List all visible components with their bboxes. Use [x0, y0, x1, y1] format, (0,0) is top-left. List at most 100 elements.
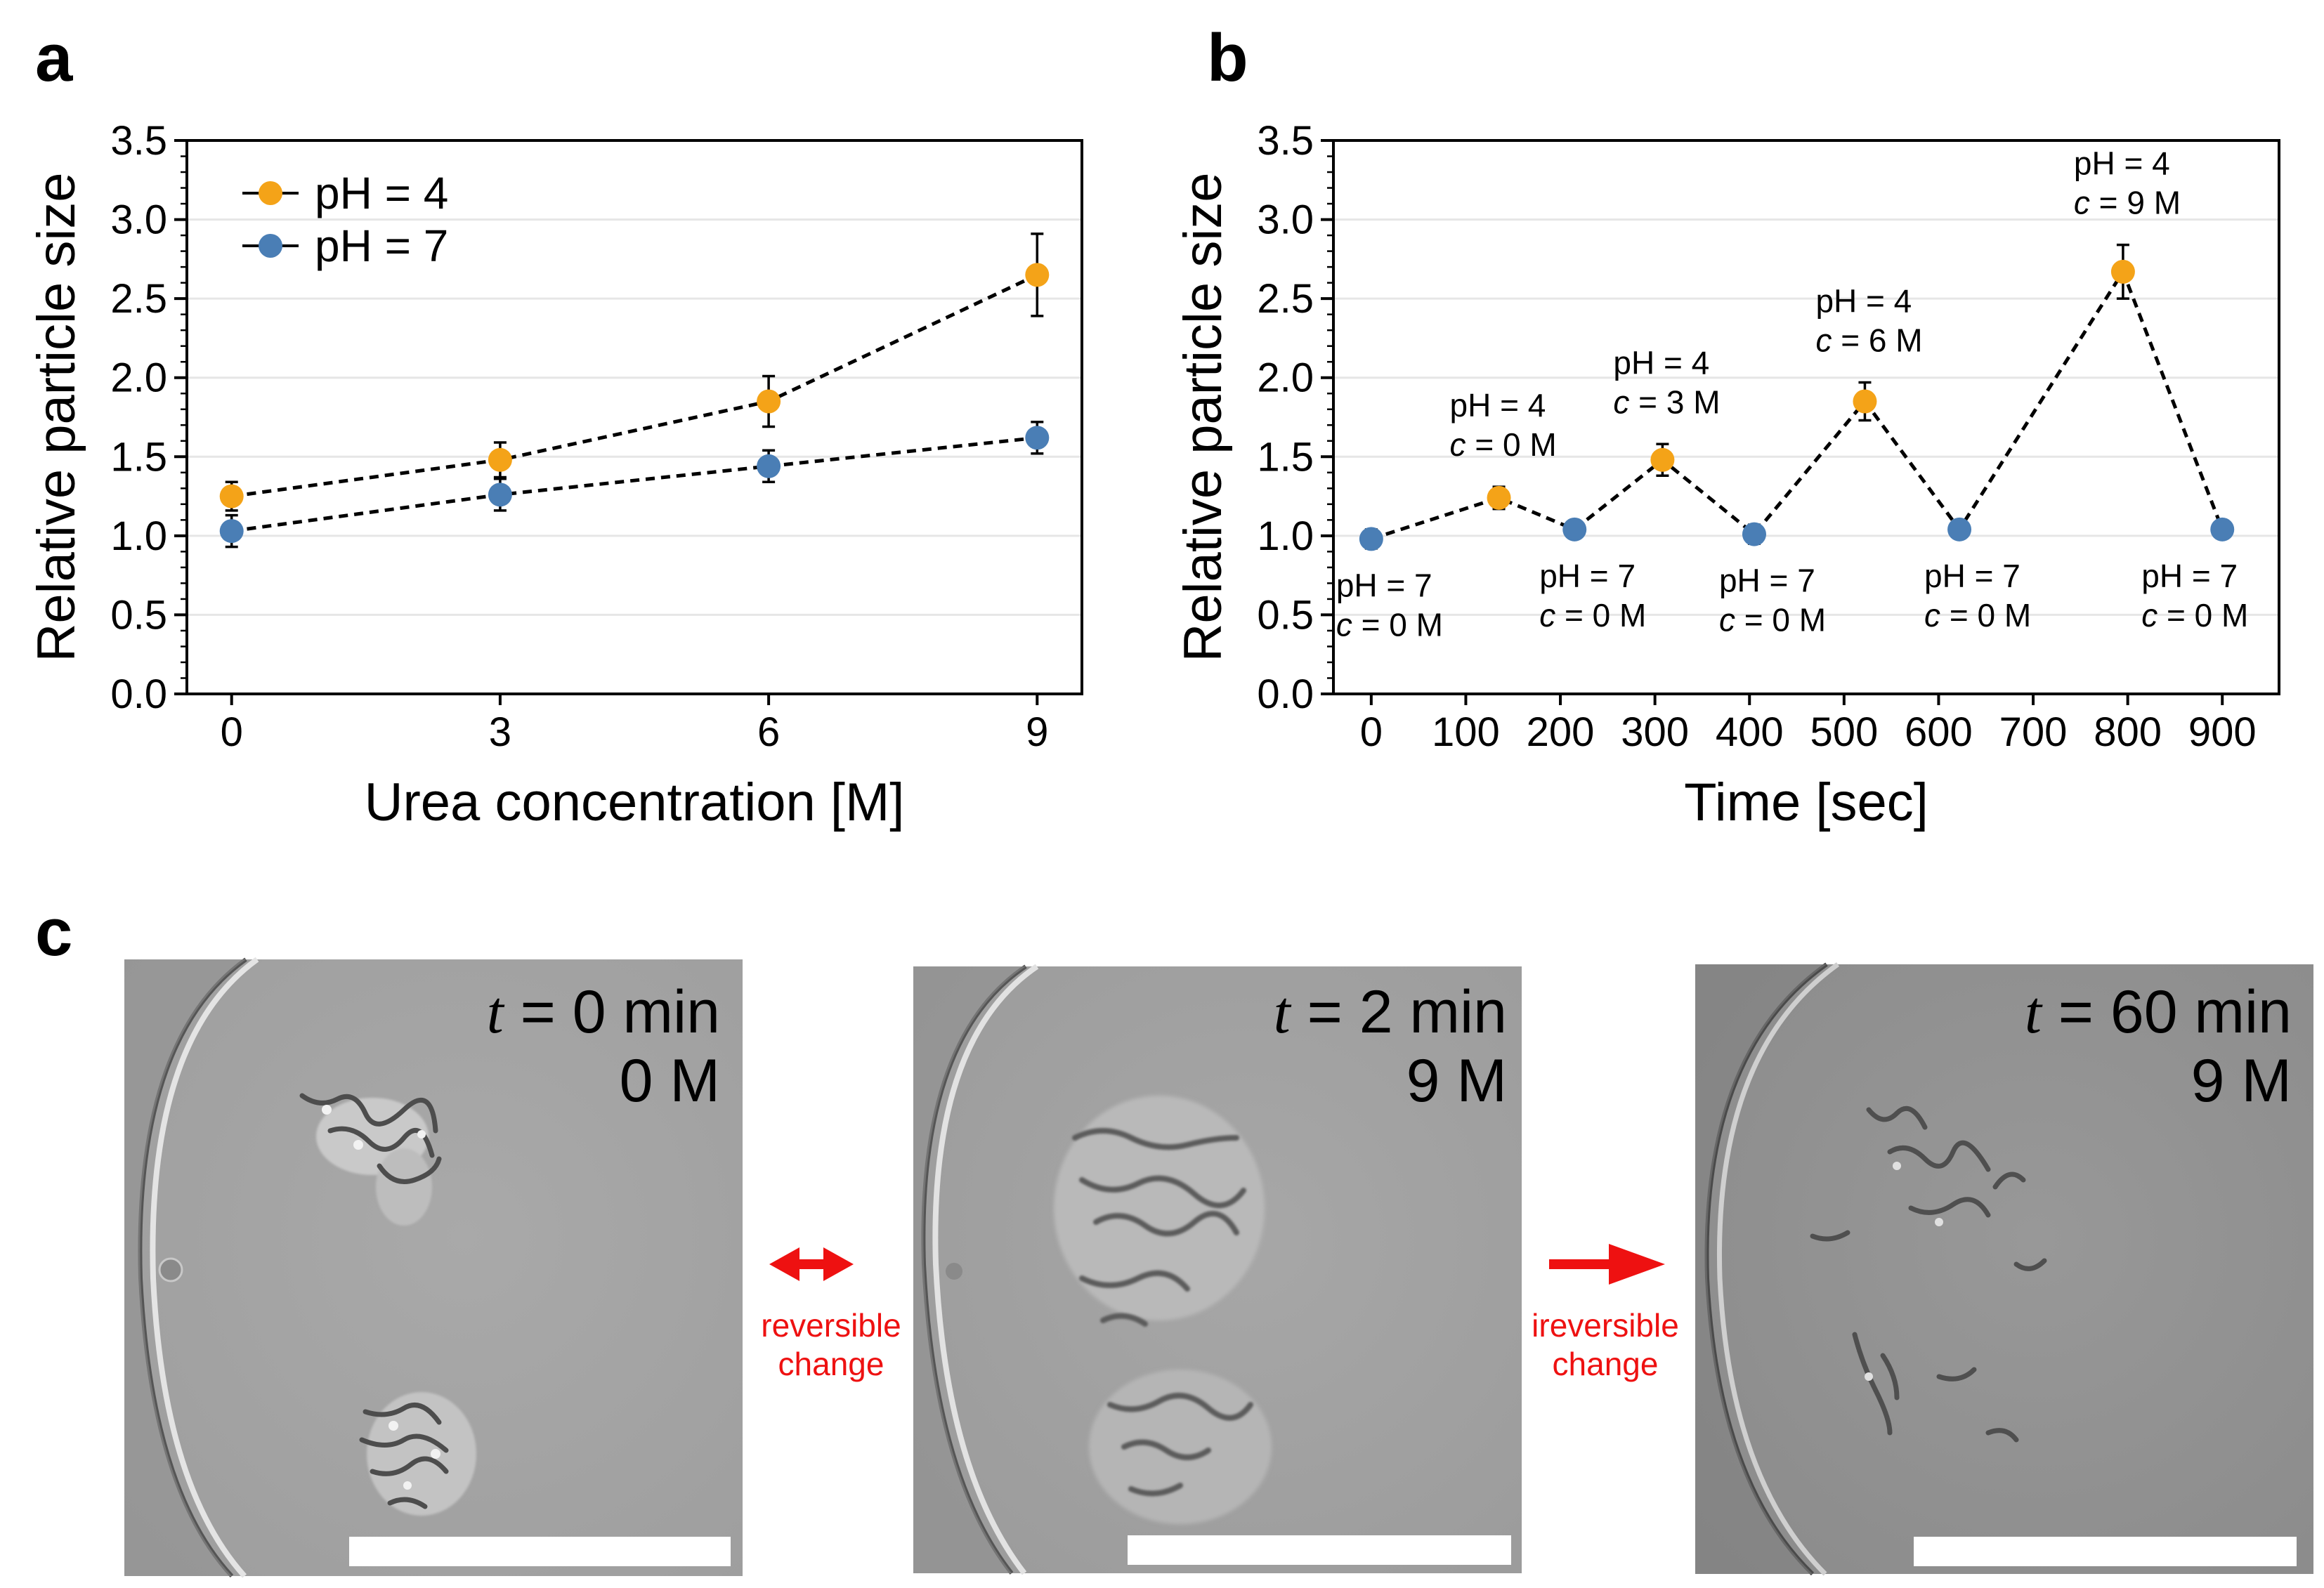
x-axis-label: Time [sec]: [1684, 773, 1928, 832]
y-tick-label: 3.5: [110, 118, 167, 164]
right-arrow-icon: [1549, 1244, 1665, 1285]
y-tick-label: 3.0: [1257, 197, 1314, 243]
point-annotation-conc: c = 9 M: [2074, 185, 2181, 221]
annotation-value: = 3 M: [1629, 383, 1720, 420]
y-tick-label: 1.5: [110, 434, 167, 480]
y-tick-label: 2.5: [110, 276, 167, 322]
y-axis-label: Relative particle size: [27, 173, 86, 662]
data-point: [1853, 389, 1877, 414]
irreversible-label-2: change: [1553, 1346, 1659, 1382]
micrograph-60min: t = 60 min 9 M: [1695, 962, 2313, 1576]
plot-frame: [185, 139, 1083, 695]
annotation-variable: c: [1815, 322, 1832, 358]
y-tick-label: 1.5: [1257, 434, 1314, 480]
panel-letter-b: b: [1207, 20, 1248, 96]
data-point-ph7: [1025, 426, 1050, 450]
y-tick-label: 3.0: [110, 197, 167, 243]
legend-marker: [259, 181, 282, 205]
annotation-value: = 0 M: [1352, 606, 1443, 643]
double-arrow-icon: [769, 1247, 854, 1281]
point-annotation-ph: pH = 4: [1613, 344, 1709, 381]
point-annotation-ph: pH = 4: [1450, 387, 1546, 424]
annotation-value: = 0 M: [2157, 597, 2248, 634]
y-tick-label: 0.0: [1257, 671, 1314, 717]
data-point: [1487, 485, 1511, 510]
reversible-transition: reversible change: [761, 1247, 901, 1382]
data-point: [2110, 259, 2135, 284]
point-annotation-ph: pH = 4: [1815, 282, 1912, 319]
x-tick-label: 0: [1360, 709, 1383, 755]
annotation-variable: c: [1924, 597, 1940, 634]
panel-letter-a: a: [35, 20, 73, 96]
annotation-value: = 0 M: [1735, 602, 1826, 638]
annotation-value: = 6 M: [1832, 322, 1922, 358]
annotation-value: = 0 M: [1466, 426, 1557, 463]
x-tick-label: 300: [1621, 709, 1689, 755]
data-point: [1562, 517, 1587, 542]
panel-letter-c: c: [35, 895, 72, 970]
micrograph-0min: t = 0 min 0 M: [124, 957, 743, 1578]
data-point-ph4: [488, 447, 512, 472]
point-annotation-conc: c = 0 M: [1719, 602, 1826, 638]
y-tick-label: 0.5: [110, 592, 167, 638]
data-point-ph4: [219, 484, 244, 508]
x-tick-label: 6: [757, 709, 780, 755]
x-axis-label: Urea concentration [M]: [365, 773, 905, 832]
chart-b: 0.0 0.5 1.0 1.5 2.0 2.5 3.0 3.5 0 100 200 300 400 500…: [1173, 118, 2280, 832]
irreversible-transition: ireversible change: [1532, 1244, 1679, 1382]
micrograph-0-time: t = 0 min: [487, 978, 720, 1046]
data-point: [1742, 522, 1766, 546]
x-tick-label: 400: [1716, 709, 1784, 755]
data-point: [1947, 517, 1972, 542]
annotation-variable: c: [2141, 597, 2157, 634]
y-tick-label: 1.0: [110, 513, 167, 559]
y-tick-label: 2.0: [110, 355, 167, 401]
annotation-value: = 0 M: [1940, 597, 2031, 634]
annotation-value: = 9 M: [2090, 185, 2181, 221]
y-tick-label: 3.5: [1257, 118, 1314, 164]
micrograph-2min: t = 2 min 9 M: [913, 964, 1522, 1575]
annotation-variable: c: [1336, 606, 1352, 643]
point-annotation-conc: c = 3 M: [1613, 383, 1720, 420]
data-point-ph4: [1025, 263, 1050, 287]
point-annotation-ph: pH = 7: [2141, 558, 2238, 594]
y-tick-label: 2.0: [1257, 355, 1314, 401]
point-annotation-ph: pH = 7: [1924, 558, 2021, 594]
annotation-value: = 0 M: [1555, 597, 1646, 634]
data-point: [2210, 517, 2235, 542]
legend-label: pH = 4: [315, 168, 448, 218]
micrograph-2-conc: 9 M: [2191, 1047, 2292, 1115]
point-annotation-conc: c = 0 M: [1450, 426, 1557, 463]
x-tick-label: 800: [2094, 709, 2162, 755]
x-tick-label: 200: [1527, 709, 1595, 755]
series-line: [1371, 268, 2224, 541]
micrograph-2-time: t = 60 min: [2025, 978, 2292, 1046]
annotation-variable: c: [1719, 602, 1735, 638]
data-point-ph7: [488, 483, 512, 507]
reversible-label-1: reversible: [761, 1307, 901, 1344]
micrograph-1-time: t = 2 min: [1274, 978, 1507, 1046]
annotation-variable: c: [1613, 383, 1629, 420]
series-line-ph7: [231, 435, 1038, 533]
y-tick-label: 0.5: [1257, 592, 1314, 638]
x-tick-label: 900: [2188, 709, 2257, 755]
chart-a: 0.0 0.5 1.0 1.5 2.0 2.5 3.0 3.5 0 3 6 9 Urea concent…: [27, 118, 1083, 832]
y-tick-label: 1.0: [1257, 513, 1314, 559]
plot-frame: [1332, 139, 2280, 695]
series-line-ph4: [231, 273, 1038, 499]
point-annotation-conc: c = 6 M: [1815, 322, 1922, 358]
data-point-ph7: [219, 519, 244, 544]
micrograph-1-conc: 9 M: [1406, 1047, 1507, 1115]
x-tick-label: 9: [1026, 709, 1048, 755]
annotation-variable: c: [1450, 426, 1466, 463]
legend-marker: [259, 234, 282, 258]
x-tick-label: 600: [1905, 709, 1973, 755]
x-tick-label: 100: [1432, 709, 1500, 755]
x-tick-label: 700: [1999, 709, 2068, 755]
point-annotation-ph: pH = 7: [1539, 558, 1636, 594]
x-tick-label: 500: [1810, 709, 1878, 755]
data-point: [1650, 447, 1675, 472]
data-point: [1359, 527, 1383, 551]
data-point-ph7: [757, 454, 781, 478]
